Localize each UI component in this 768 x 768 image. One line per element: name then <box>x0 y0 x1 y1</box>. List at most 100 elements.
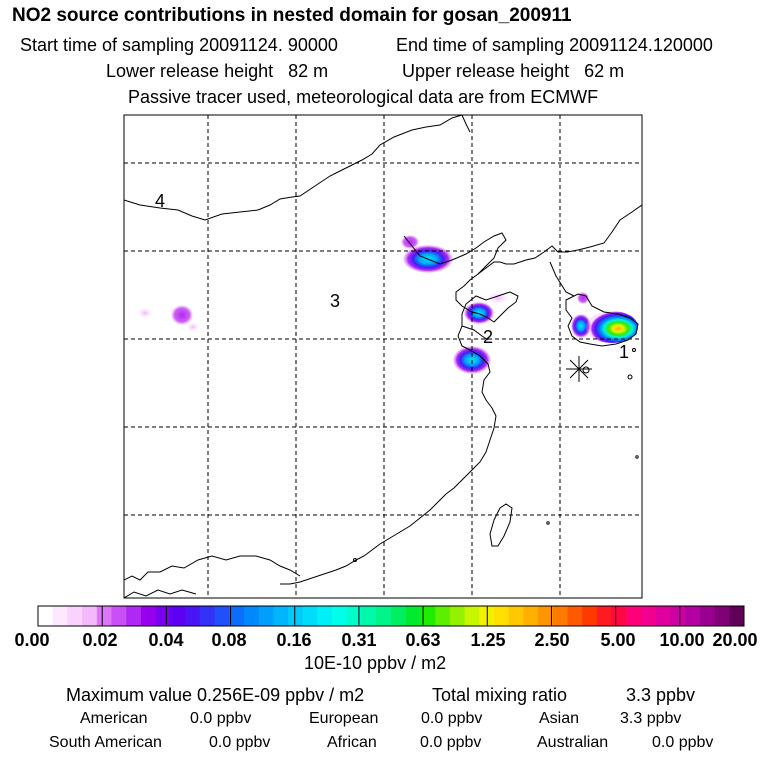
coastline-layer <box>124 115 642 598</box>
colorbar-segment <box>52 606 68 626</box>
island-4 <box>546 521 550 525</box>
island-2 <box>632 348 636 352</box>
colorbar-segment <box>685 606 701 626</box>
colorbar-segment <box>699 606 716 626</box>
start-time-label: Start time of sampling 20091124. 90000 <box>20 35 338 55</box>
plume-central-faint <box>488 292 508 304</box>
region-name: Asian <box>539 710 580 727</box>
colorbar-tick-label: 0.04 <box>148 630 184 650</box>
map-content: 1 2 3 4 <box>124 115 642 598</box>
colorbar-tick-label: 0.08 <box>211 630 247 650</box>
lower-height-value: 82 m <box>288 61 329 81</box>
upper-height-value: 62 m <box>584 61 625 81</box>
colorbar-tick-label: 1.25 <box>470 630 506 650</box>
plume-central <box>464 302 494 324</box>
colorbar-segment <box>508 606 524 626</box>
plume-west-tail <box>187 323 199 331</box>
region-name: American <box>80 710 148 727</box>
colorbar-segment <box>229 606 245 626</box>
colorbar-segment <box>714 606 730 626</box>
region-value: 0.0 ppbv <box>420 734 482 751</box>
colorbar-segment <box>361 606 377 626</box>
map-grid <box>124 115 642 598</box>
colorbar-segment <box>185 606 201 626</box>
colorbar-segment <box>214 606 230 626</box>
colorbar-segment <box>420 606 436 626</box>
colorbar-frame <box>37 605 745 627</box>
coast-taiwan <box>489 503 513 547</box>
region-label-4: 4 <box>155 191 165 211</box>
colorbar-tick-label: 0.02 <box>82 630 118 650</box>
end-time-label: End time of sampling 20091124.120000 <box>396 35 713 55</box>
plot-title: NO2 source contributions in nested domai… <box>12 5 572 26</box>
total-mixing-label: Total mixing ratio <box>432 685 568 705</box>
region-value: 0.0 ppbv <box>190 710 252 727</box>
colorbar-segment <box>582 606 598 626</box>
border-south <box>124 555 301 581</box>
sampling-times: Start time of sampling 20091124. 90000 E… <box>20 35 713 56</box>
colorbar-tick-label: 0.00 <box>14 630 50 650</box>
colorbar-segment <box>273 606 289 626</box>
colorbar-segment <box>302 606 318 626</box>
region-label-1: 1 <box>619 342 629 362</box>
colorbar-segment <box>126 606 142 626</box>
coast-korea <box>565 293 639 347</box>
colorbar-segment <box>626 606 642 626</box>
region-labels: 1 2 3 4 <box>155 191 629 362</box>
star-icon <box>566 356 592 382</box>
map-border <box>123 114 643 599</box>
region-value: 0.0 ppbv <box>652 734 714 751</box>
colorbar-tick-label: 5.00 <box>600 630 636 650</box>
colorbar-segment <box>258 606 274 626</box>
colorbar-segment <box>111 606 127 626</box>
colorbar-segment <box>332 606 348 626</box>
colorbar-segment <box>288 606 304 626</box>
colorbar-segment <box>38 606 54 626</box>
island-5 <box>353 558 357 562</box>
colorbar-segment <box>449 606 466 626</box>
region-name: South American <box>49 734 162 751</box>
colorbar-segment <box>596 606 613 626</box>
colorbar-tick-label: 2.50 <box>534 630 570 650</box>
coast-korea-east <box>549 261 575 297</box>
colorbar-segment <box>567 606 583 626</box>
region-name: African <box>327 734 377 751</box>
release-heights: Lower release height 82 m Upper release … <box>106 61 624 82</box>
colorbar-segment <box>523 606 539 626</box>
plume-korea-max <box>586 311 638 343</box>
colorbar-segment <box>140 606 157 626</box>
plume-west-faint <box>138 308 152 318</box>
colorbar-segment <box>611 606 627 626</box>
border-southwest <box>124 589 197 598</box>
colorbar-tick-lines <box>101 606 681 626</box>
border-mongolia <box>124 115 463 221</box>
colorbar-segment <box>729 606 745 626</box>
border-korea-china <box>477 204 642 275</box>
summary-line: Maximum value 0.256E-09 ppbv / m2 Total … <box>66 685 695 706</box>
colorbar-tick-label: 0.63 <box>405 630 441 650</box>
source-contribution-map: 1 2 3 4 <box>37 114 745 627</box>
plume-korea-west <box>571 314 591 338</box>
region-label-2: 2 <box>483 327 493 347</box>
colorbar-segment <box>199 606 215 626</box>
colorbar-tick-label: 20.00 <box>712 630 758 650</box>
region-value: 0.0 ppbv <box>209 734 271 751</box>
coast-china <box>280 232 519 585</box>
colorbar-segment <box>155 606 171 626</box>
upper-height-label: Upper release height <box>402 61 570 81</box>
coast-bohai-south <box>461 325 489 341</box>
colorbar-tick-label: 0.31 <box>341 630 377 650</box>
region-label-3: 3 <box>330 291 340 311</box>
colorbar-segment <box>552 606 568 626</box>
colorbar-segment <box>376 606 392 626</box>
upper-height: Upper release height 62 m <box>402 61 624 82</box>
colorbar-segment <box>317 606 333 626</box>
colorbar-segment <box>464 606 480 626</box>
region-value: 0.0 ppbv <box>421 710 483 727</box>
colorbar-tick-label: 10.00 <box>659 630 705 650</box>
lower-height-label: Lower release height <box>106 61 274 81</box>
colorbar-segment <box>346 606 363 626</box>
island-1 <box>627 374 633 380</box>
colorbar-segment <box>538 606 554 626</box>
island-jeju <box>582 366 590 374</box>
